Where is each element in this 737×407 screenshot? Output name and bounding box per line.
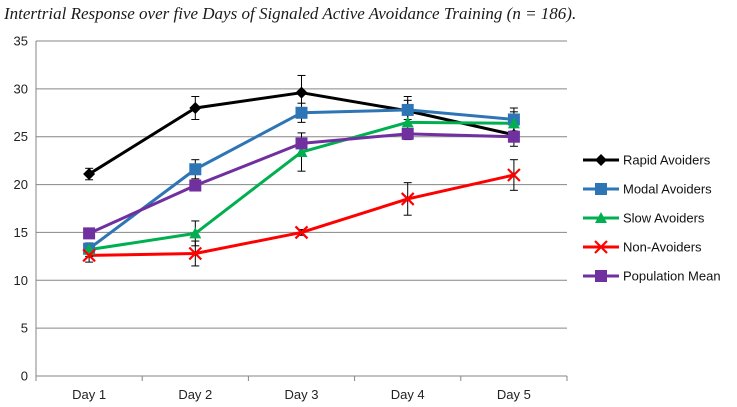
- data-point-population-mean: [507, 130, 520, 143]
- y-tick-label: 0: [21, 369, 28, 384]
- data-point-non-avoiders: [82, 248, 96, 263]
- x-tick-label: Day 3: [285, 387, 319, 402]
- y-tick-label: 20: [14, 177, 28, 192]
- series-line-modal-avoiders: [88, 108, 515, 250]
- data-point-rapid-avoiders: [83, 168, 96, 181]
- legend-marker: [595, 183, 607, 195]
- legend-marker: [595, 154, 607, 166]
- data-point-slow-avoiders: [401, 116, 414, 128]
- legend-label: Modal Avoiders: [623, 182, 712, 197]
- data-point-population-mean: [295, 137, 308, 150]
- legend-marker: [595, 270, 607, 282]
- y-tick-label: 10: [14, 273, 28, 288]
- x-tick-label: Day 1: [72, 387, 106, 402]
- legend-item-rapid-avoiders: Rapid Avoiders: [583, 153, 711, 168]
- data-point-population-mean: [83, 227, 96, 240]
- data-point-modal-avoiders: [189, 163, 202, 176]
- y-tick-label: 25: [14, 129, 28, 144]
- data-point-non-avoiders: [188, 246, 203, 261]
- y-tick-label: 35: [14, 34, 28, 49]
- data-point-slow-avoiders: [507, 117, 520, 129]
- x-tick-label: Day 4: [391, 387, 425, 402]
- legend-marker: [595, 212, 607, 223]
- data-point-non-avoiders: [507, 168, 521, 182]
- series-line-non-avoiders: [89, 173, 515, 257]
- data-point-population-mean: [189, 179, 202, 192]
- x-tick-label: Day 2: [178, 387, 212, 402]
- y-tick-label: 5: [21, 321, 28, 336]
- data-point-rapid-avoiders: [189, 102, 202, 114]
- legend-item-modal-avoiders: Modal Avoiders: [583, 182, 712, 197]
- x-tick-label: Day 5: [497, 387, 531, 402]
- data-point-slow-avoiders: [189, 227, 202, 239]
- data-point-non-avoiders: [294, 225, 309, 240]
- legend-label: Population Mean: [623, 269, 721, 284]
- legend-label: Rapid Avoiders: [623, 153, 711, 168]
- legend-label: Non-Avoiders: [623, 240, 702, 255]
- legend-item-non-avoiders: Non-Avoiders: [583, 240, 702, 255]
- data-point-modal-avoiders: [401, 103, 414, 116]
- data-point-rapid-avoiders: [295, 86, 308, 99]
- legend-label: Slow Avoiders: [623, 211, 705, 226]
- data-point-modal-avoiders: [295, 106, 308, 119]
- legend-item-population-mean: Population Mean: [583, 269, 721, 284]
- legend-item-slow-avoiders: Slow Avoiders: [583, 211, 705, 226]
- chart-title: Intertrial Response over five Days of Si…: [4, 4, 577, 23]
- y-tick-label: 15: [14, 225, 28, 240]
- legend-marker: [594, 240, 608, 254]
- y-tick-label: 30: [14, 81, 28, 96]
- data-point-population-mean: [401, 127, 414, 140]
- data-point-slow-avoiders: [295, 146, 308, 158]
- data-point-non-avoiders: [400, 192, 415, 206]
